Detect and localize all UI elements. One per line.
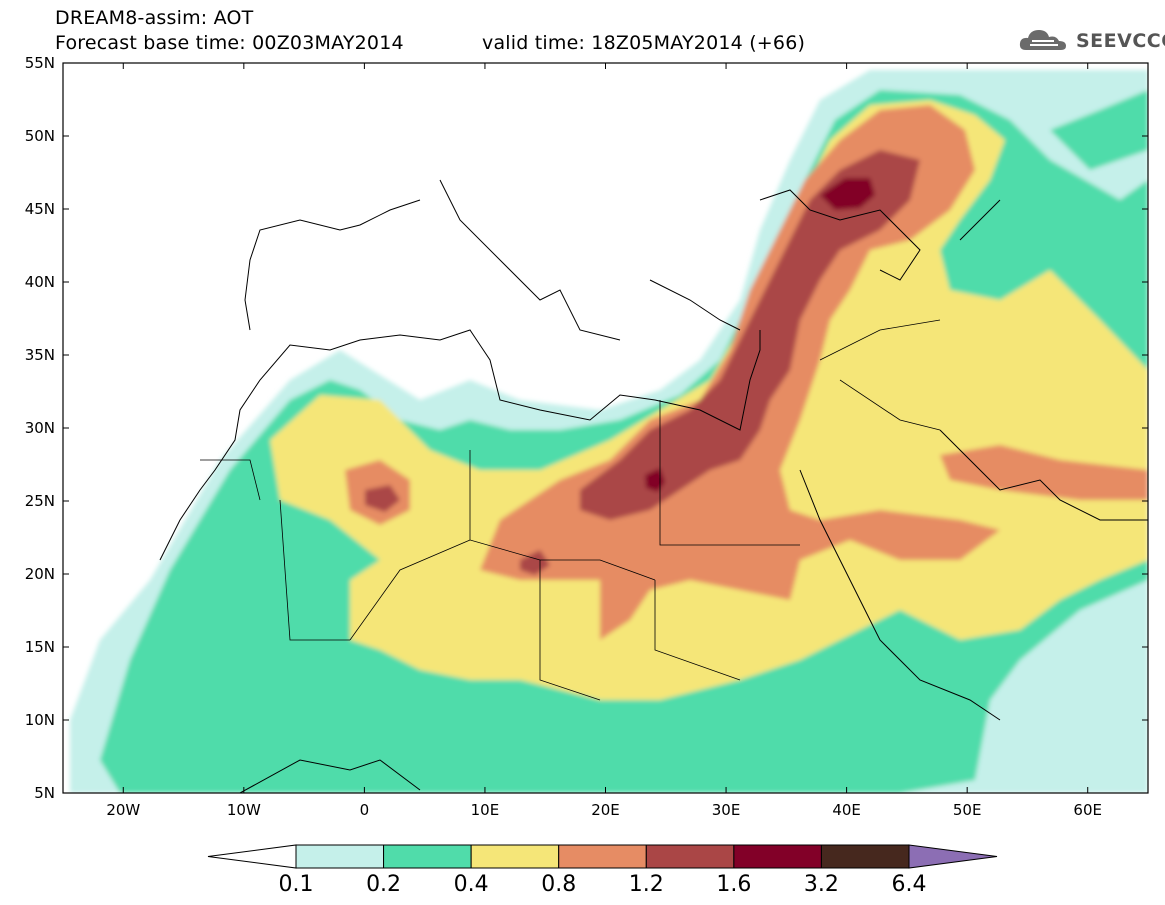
colorbar-underflow <box>207 844 297 869</box>
lat-label: 40N <box>25 273 55 291</box>
colorbar-swatch <box>558 844 647 869</box>
colorbar-label: 3.2 <box>803 872 839 897</box>
lon-label: 40E <box>832 801 861 819</box>
cloud-icon <box>1019 30 1066 50</box>
colorbar-overflow <box>908 844 998 869</box>
lon-label: 50E <box>953 801 982 819</box>
colorbar-label: 0.8 <box>541 872 577 897</box>
lon-label: 20W <box>106 801 140 819</box>
latitude-labels: 55N 50N 45N 40N 35N 30N 25N 20N 15N 10N 5N <box>25 54 55 802</box>
axis-ticks <box>63 62 1148 794</box>
colorbar-label: 0.4 <box>453 872 489 897</box>
colorbar-swatch <box>645 844 735 869</box>
lat-label: 35N <box>25 346 55 364</box>
lon-label: 30E <box>712 801 741 819</box>
aot-level-0.8 <box>940 445 1148 500</box>
lon-label: 0 <box>360 801 370 819</box>
lat-label: 45N <box>25 200 55 218</box>
colorbar-swatch <box>820 844 910 869</box>
lon-label: 10E <box>471 801 500 819</box>
colorbar-label: 1.6 <box>716 872 752 897</box>
valid-time: valid time: 18Z05MAY2014 (+66) <box>482 32 806 54</box>
colorbar-label: 0.2 <box>366 872 402 897</box>
longitude-labels: 20W 10W 0 10E 20E 30E 40E 50E 60E <box>106 801 1102 819</box>
colorbar-swatch <box>470 844 560 869</box>
colorbar-swatch <box>295 844 385 869</box>
lat-label: 55N <box>25 54 55 72</box>
colorbar-label: 0.1 <box>278 872 314 897</box>
aot-level-1.2 <box>580 150 920 520</box>
title-line-1: DREAM8-assim: AOT <box>55 7 254 29</box>
lat-label: 5N <box>34 784 55 802</box>
borders <box>200 319 941 701</box>
aot-level-1.2 <box>365 485 400 512</box>
aot-level-0.2 <box>1050 90 1148 170</box>
lat-label: 15N <box>25 638 55 656</box>
colorbar-label: 1.2 <box>628 872 664 897</box>
coastlines <box>159 179 1148 793</box>
seevccc-logo: SEEVCCC <box>1018 26 1165 56</box>
lat-label: 30N <box>25 419 55 437</box>
lat-label: 20N <box>25 565 55 583</box>
lat-label: 10N <box>25 711 55 729</box>
lon-label: 10W <box>227 801 261 819</box>
aot-field <box>63 63 1148 793</box>
colorbar <box>207 844 998 869</box>
colorbar-swatch <box>383 844 472 869</box>
colorbar-label: 6.4 <box>891 872 927 897</box>
aot-level-1.6 <box>820 178 875 210</box>
lon-label: 60E <box>1073 801 1102 819</box>
forecast-base-time: Forecast base time: 00Z03MAY2014 <box>55 32 404 54</box>
colorbar-swatch <box>733 844 822 869</box>
lon-label: 20E <box>591 801 620 819</box>
lat-label: 25N <box>25 492 55 510</box>
lat-label: 50N <box>25 127 55 145</box>
logo-text: SEEVCCC <box>1076 30 1165 52</box>
